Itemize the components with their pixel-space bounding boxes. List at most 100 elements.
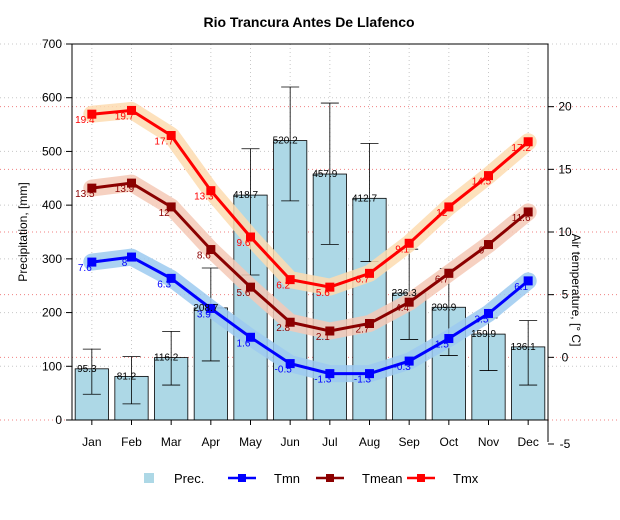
precip-value-label: 236.3 — [392, 288, 417, 299]
line-tmx — [91, 108, 530, 289]
temp-value-label-tmean: 5.6 — [237, 288, 251, 299]
marker-tmean — [246, 282, 255, 292]
x-tick-label: Feb — [121, 435, 142, 449]
temp-value-label-tmn: -1.3 — [314, 375, 332, 386]
x-tick-label: Jun — [280, 435, 299, 449]
x-tick-label: Dec — [517, 435, 538, 449]
precip-value-label: 520.2 — [273, 136, 298, 147]
x-tick-label: Nov — [478, 435, 499, 449]
left-tick-label: 500 — [42, 144, 62, 158]
marker-tmean — [285, 317, 295, 327]
x-tick-label: Aug — [359, 435, 380, 449]
temp-value-label-tmx: 9.1 — [395, 244, 409, 255]
temp-value-label-tmean: 8.6 — [197, 251, 211, 262]
marker-tmn — [523, 276, 533, 286]
marker-tmx — [365, 268, 374, 278]
legend-label-prec: Prec. — [174, 471, 204, 486]
right-tick-label: 0 — [562, 350, 569, 364]
precip-value-label: 159.9 — [471, 329, 496, 340]
temp-value-label-tmn: 6.3 — [157, 279, 171, 290]
temp-value-label-tmx: 9.6 — [237, 238, 251, 249]
temp-value-label-tmean: 13.5 — [75, 189, 95, 200]
marker-tmx — [484, 171, 493, 181]
temp-value-label-tmn: 1.6 — [237, 338, 251, 349]
precip-value-label: 208.7 — [193, 303, 218, 314]
marker-tmean — [484, 240, 493, 250]
temp-value-label-tmean: 2.1 — [316, 332, 330, 343]
temp-value-label-tmn: 1.5 — [435, 340, 449, 351]
temp-value-label-tmx: 13.3 — [194, 192, 214, 203]
right-tick-label: 5 — [562, 288, 569, 302]
temp-value-label-tmx: 19.7 — [115, 111, 135, 122]
temp-value-label-tmn: -1.3 — [354, 375, 372, 386]
x-tick-label: May — [239, 435, 262, 449]
temp-value-label-tmx: 6.7 — [356, 274, 370, 285]
right-tick-label: 10 — [558, 225, 572, 239]
x-tick-label: Apr — [201, 435, 220, 449]
left-tick-label: 100 — [42, 359, 62, 373]
legend-marker-tmn — [238, 474, 246, 482]
marker-tmn — [206, 303, 216, 313]
y-axis-left-title: Precipitation, [mm] — [16, 182, 30, 281]
marker-tmx — [285, 275, 295, 285]
precip-value-label: 81.2 — [117, 371, 137, 382]
left-tick-label: 600 — [42, 91, 62, 105]
temp-value-label-tmn: 8 — [122, 258, 128, 269]
marker-tmean — [127, 178, 136, 188]
precip-value-label: 412.7 — [352, 193, 377, 204]
left-tick-label: 300 — [42, 252, 62, 266]
marker-tmn — [166, 273, 176, 283]
marker-tmx — [87, 109, 97, 119]
marker-tmean — [87, 183, 97, 193]
temp-value-label-tmn: 7.6 — [78, 263, 92, 274]
temp-value-label-tmx: 17.2 — [511, 143, 531, 154]
right-tick-label: 15 — [558, 162, 572, 176]
temp-value-label-tmx: 6.2 — [276, 281, 290, 292]
marker-tmx — [444, 202, 454, 212]
legend: Prec. Tmn Tmean Tmx — [144, 471, 479, 486]
marker-tmn — [404, 356, 414, 366]
temp-value-label-tmean: 6.7 — [435, 274, 449, 285]
marker-tmx — [523, 137, 533, 147]
temp-value-label-tmn: 3.5 — [475, 314, 489, 325]
temperature-bands — [83, 101, 537, 383]
legend-label-tmx: Tmx — [453, 471, 479, 486]
marker-tmx — [166, 130, 176, 140]
x-tick-label: Jul — [322, 435, 337, 449]
marker-tmn — [285, 359, 295, 369]
x-tick-label: Oct — [439, 435, 458, 449]
precip-value-label: 209.9 — [431, 302, 456, 313]
marker-tmean — [444, 268, 454, 278]
right-tick-label: 20 — [558, 100, 572, 114]
precip-value-label: 136.1 — [511, 342, 536, 353]
marker-tmean — [166, 202, 176, 212]
temp-value-label-tmn: -0.3 — [394, 362, 412, 373]
marker-tmean — [325, 326, 335, 336]
temp-value-label-tmean: 11.6 — [512, 213, 531, 224]
marker-tmn — [444, 334, 454, 344]
temp-value-label-tmn: -0.5 — [275, 365, 293, 376]
x-tick-label: Jan — [82, 435, 101, 449]
y-axis-right-title: Air temperature, [° C] — [569, 234, 583, 347]
legend-marker-tmean — [326, 474, 334, 482]
temp-value-label-tmx: 17.7 — [154, 136, 174, 147]
temp-value-label-tmx: 5.6 — [316, 288, 330, 299]
marker-tmn — [87, 257, 97, 267]
right-tick-label: -5 — [560, 437, 571, 451]
marker-tmean — [206, 245, 216, 255]
marker-tmean — [404, 297, 414, 307]
marker-tmn — [484, 308, 493, 318]
temp-value-label-tmean: 4.4 — [395, 303, 409, 314]
marker-tmn — [246, 332, 255, 342]
temp-value-label-tmean: 2.7 — [356, 324, 370, 335]
precip-value-label: 95.3 — [77, 364, 97, 375]
marker-tmx — [246, 232, 255, 242]
line-tmean — [91, 181, 530, 333]
chart-title: Rio Trancura Antes De Llafenco — [203, 14, 414, 30]
marker-tmn — [325, 369, 335, 379]
precip-value-label: 457.9 — [312, 169, 337, 180]
legend-label-tmean: Tmean — [362, 471, 402, 486]
temp-value-label-tmx: 19.4 — [75, 115, 95, 126]
legend-label-tmn: Tmn — [274, 471, 300, 486]
